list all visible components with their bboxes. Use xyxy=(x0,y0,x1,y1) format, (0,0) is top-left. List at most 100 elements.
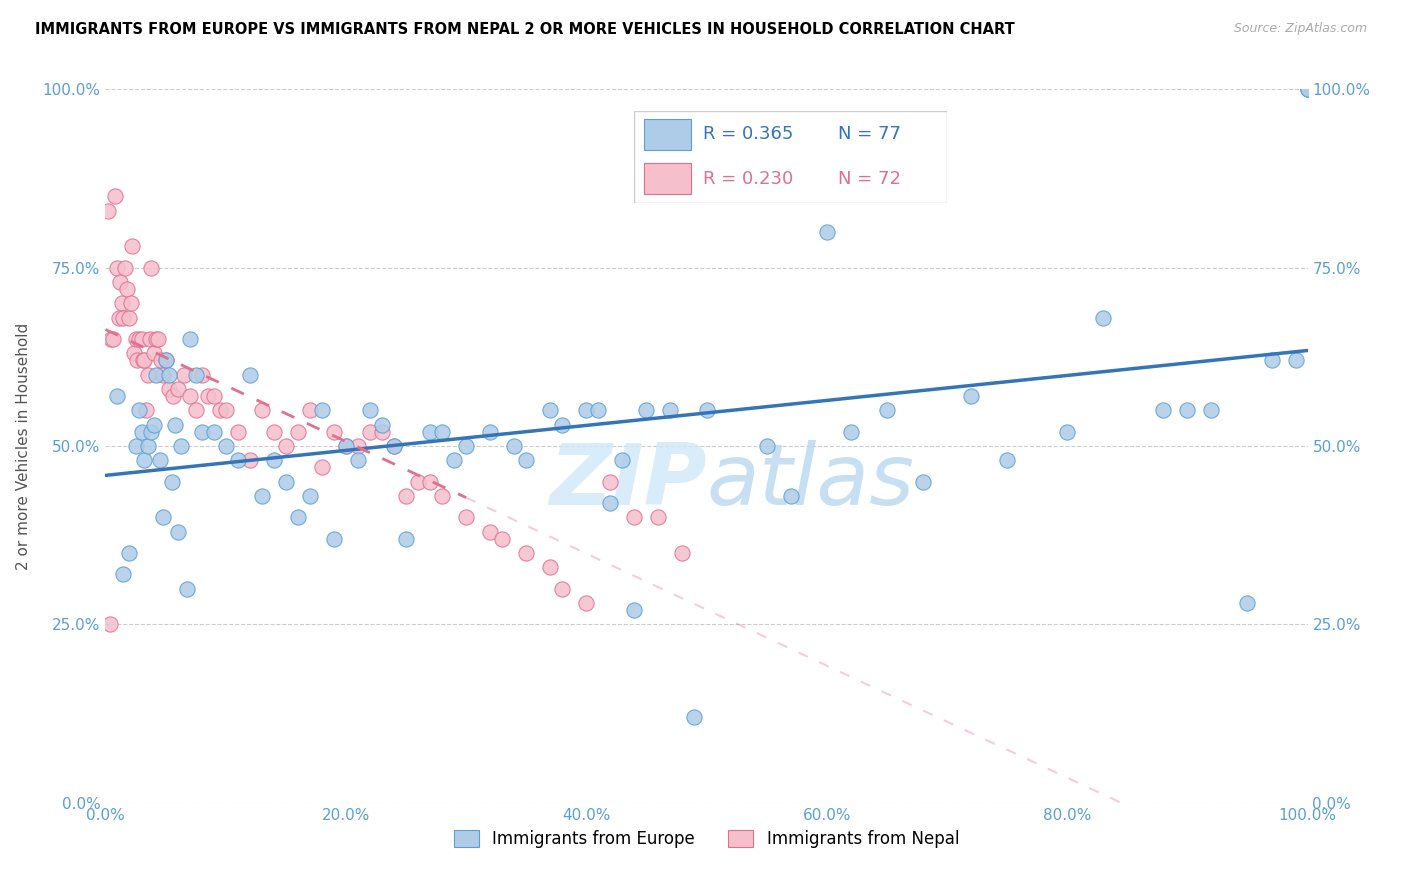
Point xyxy=(108,275,131,289)
Text: atlas: atlas xyxy=(707,440,914,524)
Point xyxy=(184,368,207,382)
Point xyxy=(515,546,537,560)
Point xyxy=(114,260,136,275)
Point xyxy=(538,560,561,574)
Point xyxy=(683,710,706,724)
Point xyxy=(118,310,141,325)
Point xyxy=(124,332,146,346)
Point xyxy=(121,239,143,253)
Point xyxy=(136,439,159,453)
Point xyxy=(132,353,155,368)
Point xyxy=(1092,310,1115,325)
Point xyxy=(755,439,778,453)
Point xyxy=(97,203,120,218)
Point xyxy=(139,425,162,439)
Point xyxy=(166,524,188,539)
Point xyxy=(382,439,405,453)
Point xyxy=(115,282,138,296)
Point xyxy=(131,425,153,439)
Point xyxy=(779,489,801,503)
Point xyxy=(145,332,167,346)
Point xyxy=(239,368,262,382)
Point xyxy=(1296,82,1319,96)
Text: IMMIGRANTS FROM EUROPE VS IMMIGRANTS FROM NEPAL 2 OR MORE VEHICLES IN HOUSEHOLD : IMMIGRANTS FROM EUROPE VS IMMIGRANTS FRO… xyxy=(35,22,1015,37)
Point xyxy=(1236,596,1258,610)
Point xyxy=(239,453,262,467)
Point xyxy=(479,425,502,439)
Point xyxy=(107,260,129,275)
Point xyxy=(839,425,862,439)
Point xyxy=(395,489,418,503)
Point xyxy=(298,403,321,417)
Point xyxy=(347,439,370,453)
Point xyxy=(371,417,394,432)
Point xyxy=(263,453,285,467)
Point xyxy=(155,353,177,368)
Point xyxy=(491,532,513,546)
Point xyxy=(157,368,180,382)
Point xyxy=(623,603,645,617)
Point xyxy=(311,460,333,475)
Point xyxy=(287,425,309,439)
Point xyxy=(190,425,212,439)
Point xyxy=(142,346,165,360)
Point xyxy=(479,524,502,539)
Point xyxy=(538,403,561,417)
Point xyxy=(107,389,129,403)
Y-axis label: 2 or more Vehicles in Household: 2 or more Vehicles in Household xyxy=(17,322,31,570)
Point xyxy=(157,382,180,396)
Point xyxy=(815,225,838,239)
Point xyxy=(1201,403,1223,417)
Point xyxy=(112,567,135,582)
Point xyxy=(166,382,188,396)
Point xyxy=(128,332,150,346)
Point xyxy=(170,439,193,453)
Point xyxy=(190,368,212,382)
Point xyxy=(132,353,155,368)
Point xyxy=(612,453,634,467)
Point xyxy=(503,439,526,453)
Point xyxy=(202,425,225,439)
Point xyxy=(148,332,170,346)
Point xyxy=(136,368,159,382)
Point xyxy=(322,425,344,439)
Point xyxy=(139,332,162,346)
Point xyxy=(1056,425,1078,439)
Point xyxy=(456,510,478,524)
Point xyxy=(104,189,127,203)
Point xyxy=(430,489,453,503)
Point xyxy=(599,475,621,489)
Point xyxy=(311,403,333,417)
Point xyxy=(274,439,297,453)
Point xyxy=(179,389,201,403)
Point xyxy=(406,475,429,489)
Point xyxy=(322,532,344,546)
Point xyxy=(118,546,141,560)
Point xyxy=(636,403,658,417)
Point xyxy=(142,417,165,432)
Point xyxy=(287,510,309,524)
Point xyxy=(111,296,134,310)
Point xyxy=(165,417,187,432)
Point xyxy=(135,403,157,417)
Point xyxy=(131,332,153,346)
Point xyxy=(298,489,321,503)
Point xyxy=(1260,353,1282,368)
Point xyxy=(162,389,184,403)
Point xyxy=(359,403,381,417)
Text: ZIP: ZIP xyxy=(548,440,707,524)
Point xyxy=(575,596,598,610)
Point xyxy=(145,368,167,382)
Point xyxy=(551,417,574,432)
Point xyxy=(371,425,394,439)
Point xyxy=(98,617,121,632)
Point xyxy=(250,489,273,503)
Point xyxy=(226,453,249,467)
Point xyxy=(419,475,441,489)
Point xyxy=(132,453,155,467)
Point xyxy=(128,403,150,417)
Point xyxy=(551,582,574,596)
Point xyxy=(960,389,983,403)
Point xyxy=(359,425,381,439)
Point xyxy=(202,389,225,403)
